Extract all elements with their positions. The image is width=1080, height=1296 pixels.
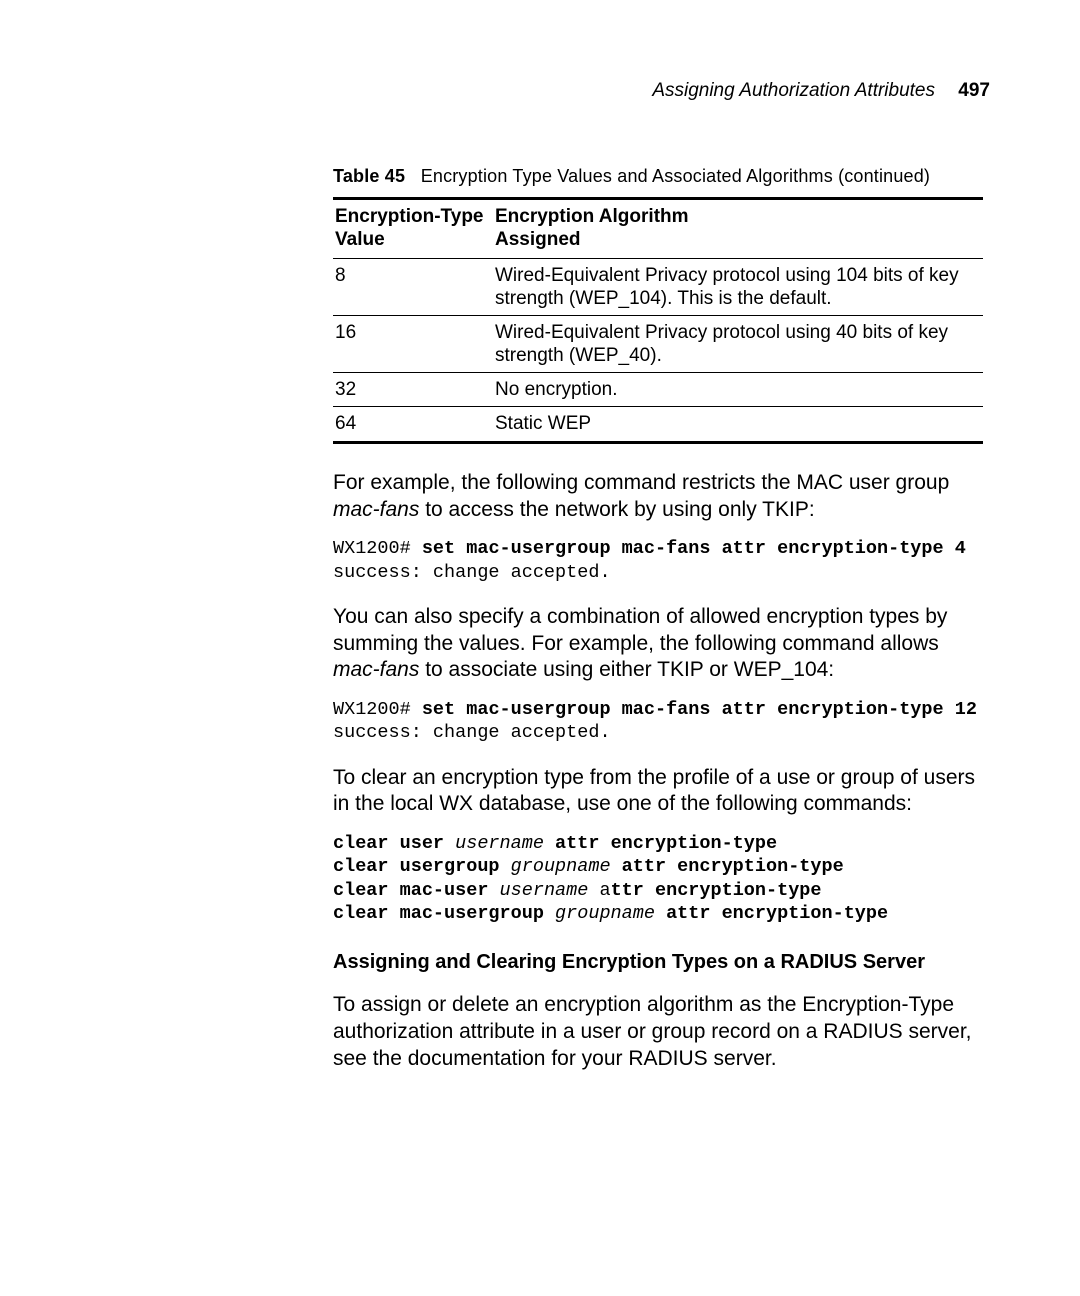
cell-value: 64 (333, 407, 493, 442)
cell-desc: Wired-Equivalent Privacy protocol using … (493, 315, 983, 372)
cmd1-prompt: WX1200# (333, 538, 422, 559)
cell-value: 16 (333, 315, 493, 372)
table-caption-text: Encryption Type Values and Associated Al… (421, 166, 930, 186)
clr3-i: username (500, 880, 589, 901)
cell-desc: No encryption. (493, 373, 983, 407)
clr3-b2: ttr encryption-type (611, 880, 822, 901)
para1-a: For example, the following command restr… (333, 471, 949, 494)
clr4-b1: clear mac-usergroup (333, 903, 555, 924)
page-number: 497 (958, 80, 990, 101)
cmd2-result: success: change accepted. (333, 722, 611, 743)
cmd2-bold: set mac-usergroup mac-fans attr encrypti… (422, 699, 977, 720)
clr2-b2: attr encryption-type (611, 856, 844, 877)
table-caption: Table 45 Encryption Type Values and Asso… (333, 166, 983, 187)
clr3-b1: clear mac-user (333, 880, 500, 901)
clr1-b2: attr encryption-type (544, 833, 777, 854)
paragraph-3: To clear an encryption type from the pro… (333, 765, 983, 819)
col1-header: Encryption-Type Value (333, 199, 493, 259)
para2-b: to associate using either TKIP or WEP_10… (419, 658, 834, 681)
para2-a: You can also specify a combination of al… (333, 605, 947, 655)
paragraph-4: To assign or delete an encryption algori… (333, 992, 983, 1073)
col2-header-l1: Encryption Algorithm (495, 206, 689, 227)
cell-value: 32 (333, 373, 493, 407)
page-container: Assigning Authorization Attributes 497 T… (0, 0, 1080, 1072)
clear-commands-block: clear user username attr encryption-type… (333, 832, 983, 925)
col1-header-l1: Encryption-Type (335, 206, 484, 227)
clr4-i: groupname (555, 903, 655, 924)
cell-desc: Static WEP (493, 407, 983, 442)
table-row: 8 Wired-Equivalent Privacy protocol usin… (333, 258, 983, 315)
table-label: Table 45 (333, 166, 405, 186)
clr2-i: groupname (511, 856, 611, 877)
col2-header-l2: Assigned (495, 229, 581, 250)
paragraph-2: You can also specify a combination of al… (333, 604, 983, 685)
clr2-b1: clear usergroup (333, 856, 511, 877)
command-block-2: WX1200# set mac-usergroup mac-fans attr … (333, 698, 983, 744)
para1-ital: mac-fans (333, 498, 419, 521)
table-row: 64 Static WEP (333, 407, 983, 442)
paragraph-1: For example, the following command restr… (333, 470, 983, 524)
col2-header: Encryption Algorithm Assigned (493, 199, 983, 259)
clr3-plain: a (588, 880, 610, 901)
clr1-i: username (455, 833, 544, 854)
table-header-row: Encryption-Type Value Encryption Algorit… (333, 199, 983, 259)
cmd1-bold: set mac-usergroup mac-fans attr encrypti… (422, 538, 966, 559)
clr1-b1: clear user (333, 833, 455, 854)
cmd1-result: success: change accepted. (333, 562, 611, 583)
subheading-radius: Assigning and Clearing Encryption Types … (333, 951, 983, 974)
para1-b: to access the network by using only TKIP… (419, 498, 814, 521)
cell-value: 8 (333, 258, 493, 315)
encryption-table: Encryption-Type Value Encryption Algorit… (333, 197, 983, 444)
cmd2-prompt: WX1200# (333, 699, 422, 720)
content-area: Table 45 Encryption Type Values and Asso… (333, 166, 983, 1072)
cell-desc: Wired-Equivalent Privacy protocol using … (493, 258, 983, 315)
table-row: 32 No encryption. (333, 373, 983, 407)
table-row: 16 Wired-Equivalent Privacy protocol usi… (333, 315, 983, 372)
header-title: Assigning Authorization Attributes (652, 80, 935, 101)
running-header: Assigning Authorization Attributes 497 (0, 80, 1000, 102)
command-block-1: WX1200# set mac-usergroup mac-fans attr … (333, 537, 983, 583)
clr4-b2: attr encryption-type (655, 903, 888, 924)
col1-header-l2: Value (335, 229, 385, 250)
para2-ital: mac-fans (333, 658, 419, 681)
